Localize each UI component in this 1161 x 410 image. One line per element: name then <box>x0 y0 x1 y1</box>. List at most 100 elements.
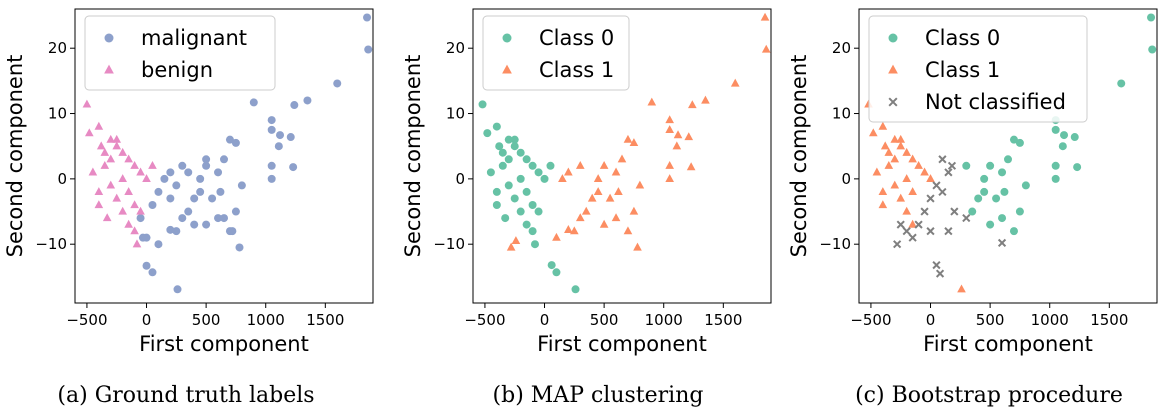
data-point-class-1 <box>665 161 674 169</box>
data-point-class-1 <box>890 134 900 143</box>
y-tick-label: 20 <box>446 39 465 57</box>
data-point-class-0 <box>492 201 501 209</box>
data-point-malignant <box>220 155 228 164</box>
data-point-class-1 <box>686 162 696 171</box>
data-point-malignant <box>202 155 211 164</box>
legend-label: Not classified <box>925 90 1066 114</box>
data-point-not-classified <box>944 227 953 236</box>
data-point-class-1 <box>902 147 911 156</box>
y-tick-label: −10 <box>433 235 465 253</box>
y-axis-label: Second component <box>3 55 27 258</box>
data-point-benign <box>112 193 122 202</box>
data-point-class-1 <box>614 187 623 196</box>
data-point-malignant <box>166 168 175 177</box>
data-point-class-1 <box>908 154 917 163</box>
x-tick-label: 1500 <box>704 311 742 329</box>
data-point-malignant <box>214 168 223 177</box>
data-point-benign <box>112 134 122 143</box>
data-point-malignant <box>333 79 342 88</box>
data-point-malignant <box>267 125 276 134</box>
x-tick-label: 1000 <box>247 311 285 329</box>
data-point-class-1 <box>684 132 694 141</box>
data-point-class-0 <box>528 227 537 236</box>
data-point-class-1 <box>506 242 516 251</box>
data-point-class-1 <box>635 180 645 189</box>
data-point-malignant <box>216 187 225 196</box>
data-point-class-0 <box>998 214 1007 223</box>
data-point-class-0 <box>1000 187 1009 196</box>
data-point-class-1 <box>884 161 894 169</box>
data-point-class-0 <box>522 187 531 196</box>
data-point-class-0 <box>552 268 561 277</box>
data-point-malignant <box>138 233 147 242</box>
data-point-malignant <box>303 96 312 105</box>
x-tick-label: −500 <box>850 311 891 329</box>
x-axis-label: First component <box>923 332 1093 356</box>
data-point-class-0 <box>510 135 519 144</box>
y-tick-label: −10 <box>35 235 67 253</box>
data-point-malignant <box>202 220 211 229</box>
data-point-class-1 <box>665 174 674 182</box>
legend-marker <box>888 64 898 74</box>
data-point-class-0 <box>516 148 525 157</box>
data-point-class-1 <box>633 242 642 251</box>
x-tick-label: −500 <box>464 311 505 329</box>
data-point-class-1 <box>688 100 697 109</box>
data-point-not-classified <box>902 227 911 236</box>
data-point-malignant <box>184 168 193 177</box>
data-point-class-0 <box>510 142 519 151</box>
y-tick-label: 20 <box>48 39 67 57</box>
data-point-benign <box>88 167 98 176</box>
data-point-class-0 <box>495 142 504 151</box>
data-point-class-0 <box>504 181 513 190</box>
data-point-benign <box>130 161 139 169</box>
plot-frame <box>74 8 374 304</box>
data-point-benign <box>124 154 133 163</box>
x-tick-label: 0 <box>540 311 550 329</box>
legend-label: malignant <box>141 26 247 50</box>
data-point-benign <box>142 174 151 182</box>
data-point-class-0 <box>510 194 519 203</box>
data-point-not-classified <box>935 269 945 278</box>
data-point-class-1 <box>896 193 906 202</box>
data-point-class-1 <box>920 167 929 176</box>
data-point-class-1 <box>599 219 609 228</box>
data-point-class-0 <box>998 168 1007 177</box>
y-tick-label: −10 <box>819 235 851 253</box>
data-point-malignant <box>231 138 240 147</box>
y-tick-label: 0 <box>455 170 465 188</box>
data-point-benign <box>136 206 145 215</box>
data-point-class-0 <box>486 168 495 177</box>
data-point-benign <box>96 141 106 150</box>
data-point-benign <box>94 200 104 209</box>
data-point-class-1 <box>611 167 621 176</box>
data-point-malignant <box>231 207 240 216</box>
data-point-class-0 <box>492 187 501 196</box>
data-point-class-0 <box>546 161 555 170</box>
data-point-malignant <box>148 268 157 277</box>
x-tick-label: −500 <box>66 311 107 329</box>
x-axis-label: First component <box>537 332 707 356</box>
data-point-not-classified <box>920 207 929 216</box>
data-point-not-classified <box>962 213 971 223</box>
data-point-class-0 <box>1009 135 1018 144</box>
data-point-class-0 <box>1015 207 1024 216</box>
data-point-not-classified <box>932 260 941 270</box>
y-axis-label: Second component <box>401 55 425 258</box>
data-point-class-1 <box>623 226 633 235</box>
data-point-not-classified <box>947 161 957 170</box>
data-point-benign <box>124 187 133 196</box>
legend-marker <box>104 33 114 43</box>
data-point-class-0 <box>1051 125 1060 134</box>
x-tick-label: 1000 <box>1031 311 1069 329</box>
data-point-class-0 <box>1015 138 1024 147</box>
data-point-class-0 <box>498 148 507 157</box>
y-tick-label: 10 <box>48 105 67 123</box>
y-tick-label: 0 <box>841 170 851 188</box>
data-point-class-0 <box>498 161 507 170</box>
data-point-class-0 <box>530 240 539 249</box>
data-point-class-1 <box>896 141 906 150</box>
data-point-class-0 <box>571 285 580 294</box>
data-point-class-1 <box>872 167 882 176</box>
